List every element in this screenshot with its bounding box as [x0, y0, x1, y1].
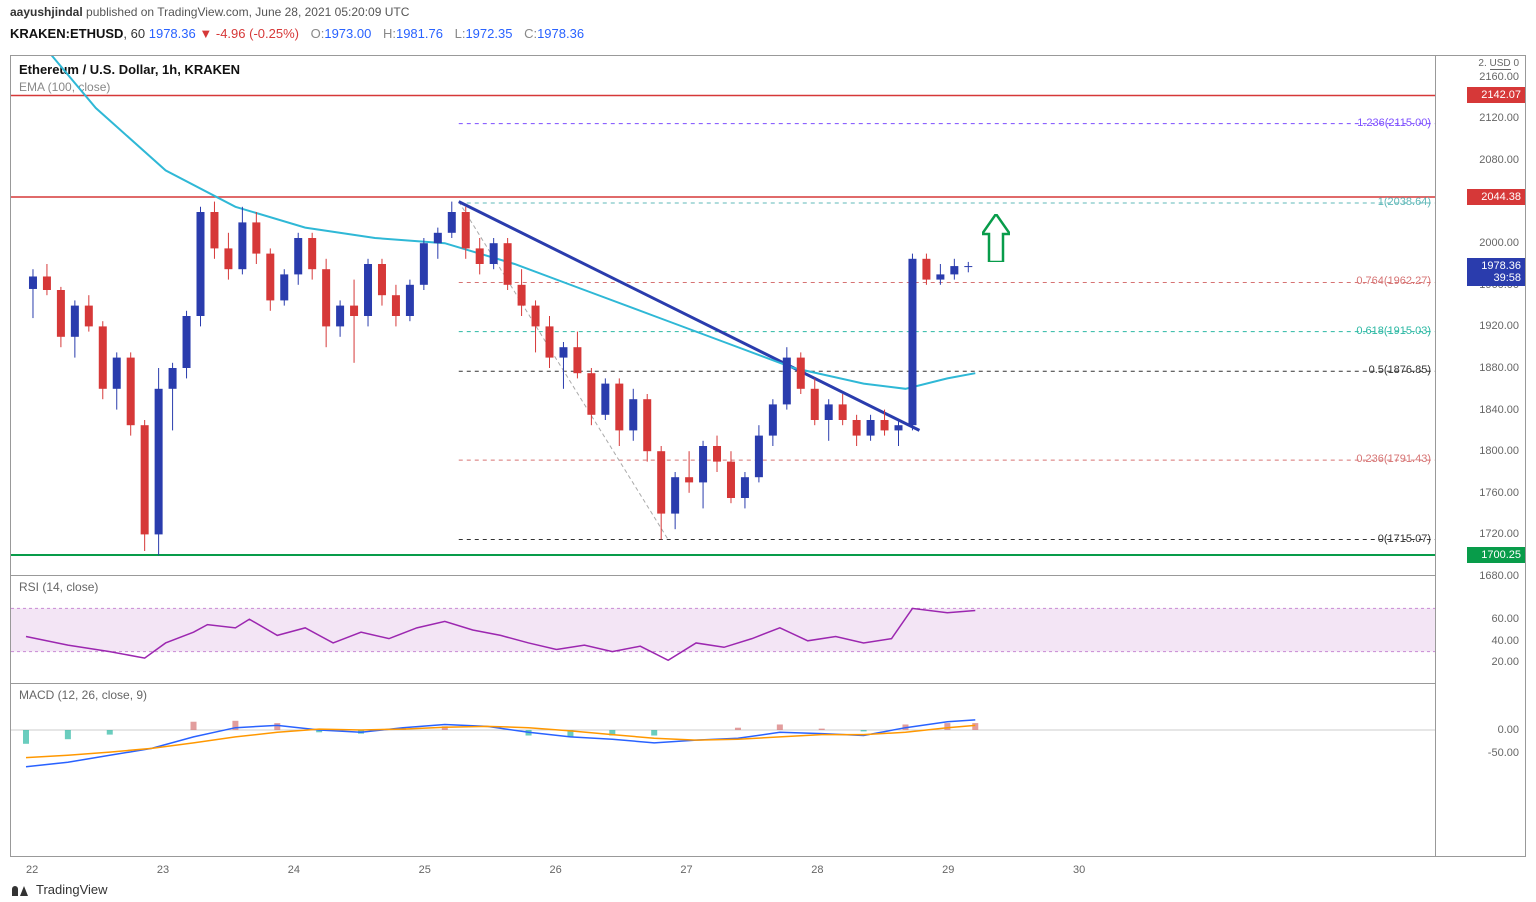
price-axis: 2. USD 0 1680.001720.001760.001800.00184…: [1435, 56, 1525, 856]
price-box: 2142.07: [1467, 87, 1525, 103]
change: -4.96: [216, 26, 246, 41]
ohlc-low: 1972.35: [465, 26, 512, 41]
fib-level-label: 1(2038.64): [1378, 196, 1431, 208]
arrow-down-icon: ▼: [199, 26, 212, 41]
ohlc-close: 1978.36: [537, 26, 584, 41]
symbol-prefix: KRAKEN:: [10, 26, 70, 41]
publish-header: aayushjindal published on TradingView.co…: [0, 0, 1536, 24]
chart-container[interactable]: Ethereum / U.S. Dollar, 1h, KRAKEN EMA (…: [10, 55, 1526, 857]
interval: 60: [131, 26, 145, 41]
price-box: 1700.25: [1467, 547, 1525, 563]
publish-text: published on TradingView.com, June 28, 2…: [86, 5, 409, 19]
ohlc-open: 1973.00: [324, 26, 371, 41]
ohlc-high: 1981.76: [396, 26, 443, 41]
price-box: 2044.38: [1467, 189, 1525, 205]
fib-level-label: 0.5(1876.85): [1369, 364, 1431, 376]
symbol: ETHUSD: [70, 26, 123, 41]
macd-pane[interactable]: MACD (12, 26, close, 9): [11, 684, 1435, 776]
branding: TradingView: [10, 882, 108, 897]
author: aayushjindal: [10, 5, 83, 19]
up-arrow-icon: [982, 214, 1010, 262]
fib-level-label: 0.618(1915.03): [1356, 325, 1431, 337]
tradingview-icon: [10, 883, 30, 897]
fib-level-label: 0.764(1962.27): [1356, 275, 1431, 287]
price-pane[interactable]: Ethereum / U.S. Dollar, 1h, KRAKEN EMA (…: [11, 56, 1435, 576]
ticker-row: KRAKEN:ETHUSD, 60 1978.36 ▼ -4.96 (-0.25…: [0, 24, 1536, 43]
fib-level-label: 0(1715.07): [1378, 533, 1431, 545]
price-box: 1978.3639:58: [1467, 258, 1525, 286]
rsi-pane[interactable]: RSI (14, close): [11, 576, 1435, 684]
fib-level-label: 1.236(2115.00): [1357, 117, 1431, 129]
change-pct: (-0.25%): [249, 26, 299, 41]
fib-level-label: 0.236(1791.43): [1356, 453, 1431, 465]
last-price: 1978.36: [149, 26, 196, 41]
brand-text: TradingView: [36, 882, 108, 897]
